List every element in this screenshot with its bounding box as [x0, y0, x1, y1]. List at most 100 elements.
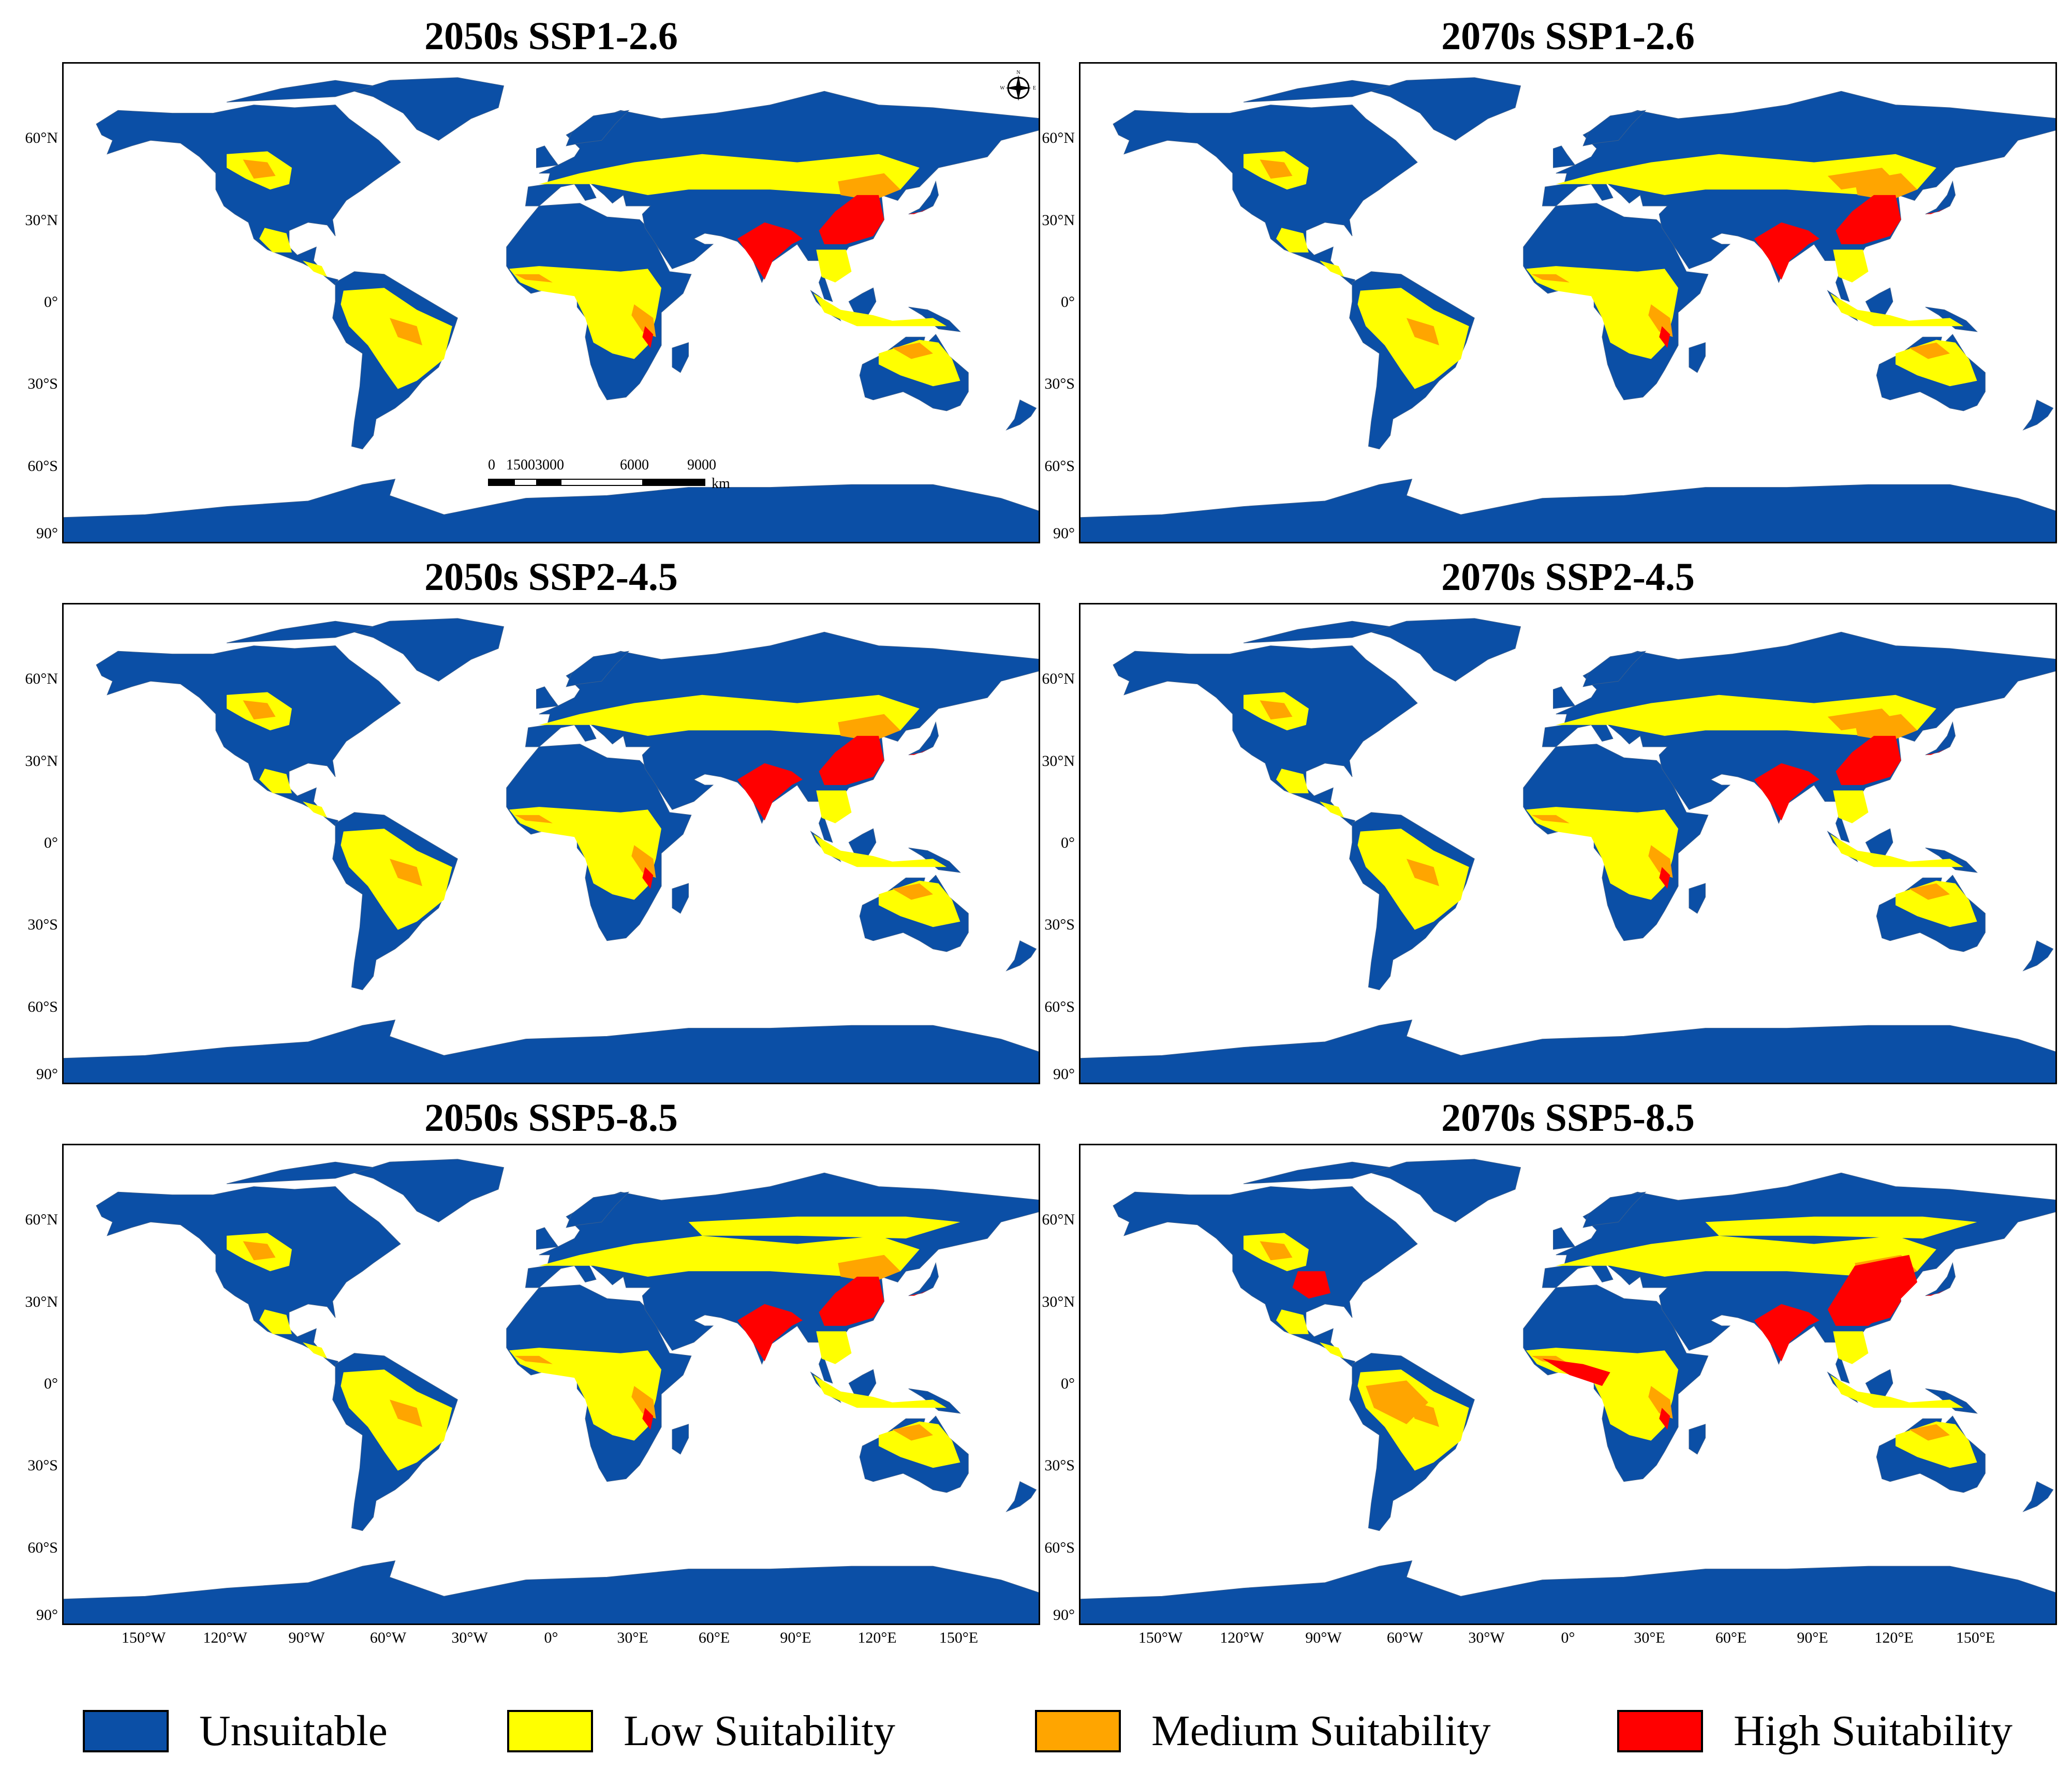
- lat-label: 30°N: [1042, 211, 1075, 229]
- scale-segment: [643, 479, 705, 486]
- land-japan: [908, 180, 939, 215]
- low-suitability-sam: [1357, 288, 1469, 389]
- medium-suitability-eaf: [631, 845, 656, 878]
- medium-suitability-sam2: [390, 859, 422, 887]
- lat-label: 60°N: [25, 670, 58, 688]
- high-suitability-eafH: [642, 1408, 654, 1430]
- legend-label: Unsuitable: [199, 1707, 388, 1755]
- medium-suitability-mongolia: [1827, 168, 1896, 190]
- lon-label: 30°W: [451, 1629, 488, 1646]
- lon-label: 30°W: [1468, 1629, 1505, 1646]
- land-japan: [1925, 180, 1956, 215]
- high-suitability-eafH: [1659, 326, 1670, 348]
- land-borneo: [848, 287, 877, 316]
- lat-label: 0°: [44, 293, 58, 311]
- low-suitability-sam: [341, 1369, 452, 1471]
- high-suitability-china: [819, 1276, 884, 1326]
- land-nz: [1005, 940, 1037, 971]
- lat-label: 60°S: [27, 457, 58, 475]
- high-suitability-india: [1754, 222, 1819, 280]
- world-map: [1081, 1159, 2055, 1624]
- lat-label: 30°N: [25, 1293, 58, 1310]
- high-suitability-india: [737, 222, 803, 280]
- lat-label: 0°: [44, 1375, 58, 1392]
- land-greenland: [353, 1159, 505, 1222]
- lat-label: 60°N: [1042, 129, 1075, 147]
- lat-label: 90°: [1053, 1066, 1075, 1083]
- land-antarctica: [1081, 1560, 2055, 1624]
- low-suitability-sea: [1833, 1331, 1869, 1364]
- land-japan: [908, 721, 939, 756]
- high-suitability-china: [819, 195, 884, 244]
- land-japan: [908, 1262, 939, 1296]
- low-suitability-indo: [813, 1375, 947, 1408]
- medium-suitability-eaf: [1648, 1386, 1673, 1419]
- lon-label: 120°W: [1220, 1629, 1264, 1646]
- land-japan: [1925, 1262, 1956, 1296]
- high-suitability-eafH: [642, 326, 654, 348]
- lat-label: 60°S: [1044, 457, 1075, 475]
- high-suitability-usa: [1292, 1271, 1330, 1299]
- high-suitability-india: [1754, 763, 1819, 821]
- low-suitability-wafr: [509, 807, 661, 900]
- panel-title: 2050s SSP5-8.5: [424, 1096, 678, 1140]
- high-suitability-india: [1754, 1304, 1819, 1362]
- land-nz: [2022, 940, 2054, 971]
- lat-label: 90°: [1053, 525, 1075, 542]
- lat-label: 60°N: [1042, 1211, 1075, 1229]
- land-arctic1: [1243, 80, 1390, 102]
- lat-label: 60°S: [1044, 998, 1075, 1015]
- land-madagascar: [1689, 342, 1706, 373]
- lat-label: 30°N: [1042, 1293, 1075, 1310]
- high-suitability-africaW: [1542, 1359, 1610, 1386]
- medium-suitability-mongolia: [1827, 709, 1896, 731]
- medium-suitability-aus2: [892, 883, 933, 900]
- land-scandinavia: [1582, 1191, 1647, 1228]
- lat-label: 90°: [36, 525, 58, 542]
- land-uk: [536, 1227, 559, 1250]
- low-suitability-sea: [816, 249, 852, 283]
- low-suitability-mex: [1276, 1309, 1309, 1334]
- low-suitability-eur: [539, 1235, 920, 1277]
- low-suitability-sam: [341, 829, 452, 930]
- scale-segment: [560, 479, 643, 486]
- panel-title: 2070s SSP2-4.5: [1441, 555, 1695, 599]
- lon-label: 120°E: [857, 1629, 897, 1646]
- land-greenland: [1370, 77, 1521, 141]
- map-frame: [1079, 1144, 2057, 1625]
- lat-label: 90°: [36, 1606, 58, 1624]
- lat-label: 30°S: [1044, 375, 1075, 393]
- panel-title: 2070s SSP5-8.5: [1441, 1096, 1695, 1140]
- medium-suitability-aus2: [892, 1424, 933, 1441]
- low-suitability-sea: [1833, 790, 1869, 823]
- land-antarctica: [64, 1020, 1039, 1083]
- medium-suitability-chinaN: [838, 173, 900, 201]
- scale-tick-label: 15003000: [506, 457, 564, 473]
- medium-suitability-chinaN: [838, 714, 900, 742]
- map-panel-2070s-ssp585: 2070s SSP5-8.5 60°N 30°N 0° 30°S 60°S 90° 150°…: [1042, 1092, 2057, 1651]
- scale-bar: 0 15003000 6000 9000 km: [488, 457, 757, 498]
- low-suitability-mex: [1276, 228, 1309, 253]
- land-uk: [1553, 1227, 1576, 1250]
- lon-label: 150°E: [939, 1629, 979, 1646]
- medium-suitability-eaf: [1648, 304, 1673, 337]
- map-frame: [1079, 603, 2057, 1084]
- land-namerica: [1113, 645, 1418, 827]
- low-suitability-mex: [259, 228, 292, 253]
- low-suitability-wafr: [1526, 807, 1678, 900]
- low-suitability-cam: [303, 1342, 328, 1359]
- land-japan: [1925, 721, 1956, 756]
- scale-segment: [488, 479, 514, 486]
- lon-label: 30°E: [1634, 1629, 1665, 1646]
- low-suitability-indo: [813, 293, 947, 327]
- medium-suitability-eaf: [631, 304, 656, 337]
- medium-suitability-waf2: [514, 1355, 553, 1364]
- land-antarctica: [64, 479, 1039, 542]
- scale-segment: [514, 479, 537, 486]
- lat-label: 30°N: [25, 752, 58, 770]
- low-suitability-wafr: [1526, 266, 1678, 359]
- high-suitability-eafH: [642, 867, 654, 889]
- land-greenland: [353, 77, 505, 141]
- legend-swatch: [507, 1710, 593, 1752]
- high-suitability-eafH: [1659, 1408, 1670, 1430]
